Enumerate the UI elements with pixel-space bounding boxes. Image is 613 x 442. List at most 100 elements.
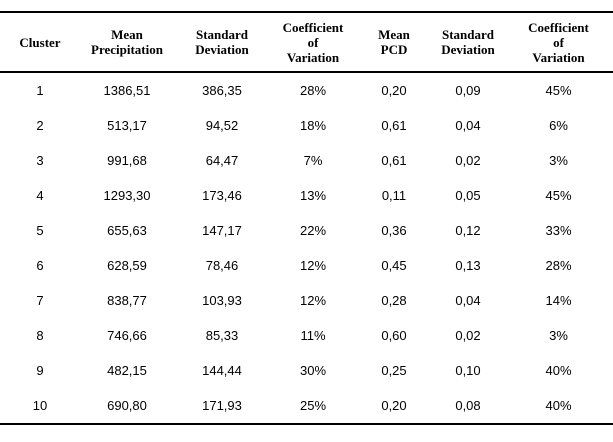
table-row: 5 655,63 147,17 22% 0,36 0,12 33% <box>0 213 613 248</box>
cell-standard-deviation-precip: 103,93 <box>202 293 242 308</box>
cell-standard-deviation-precip: 173,46 <box>202 188 242 203</box>
header-line: Precipitation <box>91 42 163 57</box>
cell-standard-deviation-precip: 147,17 <box>202 223 242 238</box>
cell-mean-precipitation: 1386,51 <box>103 83 151 98</box>
header-line: of <box>307 34 319 50</box>
column-header-coefficient-of-variation-pcd: Coefficient of Variation <box>504 12 613 72</box>
cell-coefficient-of-variation-precip: 11% <box>300 328 326 343</box>
cell-mean-pcd: 0,25 <box>381 363 407 378</box>
cell-mean-precipitation: 482,15 <box>107 363 147 378</box>
column-header-cluster: Cluster <box>0 12 80 72</box>
header-line: Mean <box>378 27 410 42</box>
header-line: Mean <box>111 27 143 42</box>
header-line: PCD <box>380 42 408 57</box>
cell-mean-pcd: 0,11 <box>381 188 407 203</box>
header-line: Coefficient <box>282 19 344 35</box>
cell-standard-deviation-pcd: 0,02 <box>455 153 481 168</box>
header-line: of <box>553 34 564 50</box>
cell-mean-precipitation: 991,68 <box>107 153 147 168</box>
cell-coefficient-of-variation-pcd: 3% <box>549 328 568 343</box>
cell-mean-pcd: 0,61 <box>381 153 407 168</box>
cell-mean-precipitation: 838,77 <box>107 293 147 308</box>
cell-standard-deviation-pcd: 0,04 <box>455 118 481 133</box>
cell-coefficient-of-variation-pcd: 14% <box>545 293 572 308</box>
cell-coefficient-of-variation-pcd: 40% <box>545 363 572 378</box>
header-line: Standard <box>195 27 249 42</box>
table-row: 10 690,80 171,93 25% 0,20 0,08 40% <box>0 388 613 424</box>
cell-coefficient-of-variation-pcd: 6% <box>549 118 568 133</box>
cell-standard-deviation-precip: 64,47 <box>205 153 239 168</box>
cell-standard-deviation-pcd: 0,09 <box>455 83 481 98</box>
column-header-coefficient-of-variation-precip: Coefficient of Variation <box>270 12 356 72</box>
header-line: Cluster <box>19 34 61 50</box>
cell-mean-precipitation: 690,80 <box>107 398 147 413</box>
cell-cluster: 1 <box>36 83 44 98</box>
cell-coefficient-of-variation-pcd: 3% <box>549 153 568 168</box>
column-header-standard-deviation-pcd: Standard Deviation <box>432 12 504 72</box>
header-line: Standard <box>441 27 495 42</box>
header-row: Cluster Mean Precipitation Standard Devi… <box>0 12 613 72</box>
cell-standard-deviation-pcd: 0,10 <box>455 363 481 378</box>
cell-cluster: 8 <box>36 328 44 343</box>
cell-coefficient-of-variation-precip: 12% <box>299 258 327 273</box>
table-row: 1 1386,51 386,35 28% 0,20 0,09 45% <box>0 72 613 108</box>
cell-standard-deviation-precip: 171,93 <box>202 398 242 413</box>
cell-coefficient-of-variation-precip: 12% <box>299 293 327 308</box>
cell-coefficient-of-variation-precip: 18% <box>299 118 327 133</box>
table-body: 1 1386,51 386,35 28% 0,20 0,09 45% 2 513… <box>0 72 613 424</box>
table-row: 4 1293,30 173,46 13% 0,11 0,05 45% <box>0 178 613 213</box>
cell-mean-precipitation: 628,59 <box>107 258 147 273</box>
cell-standard-deviation-pcd: 0,02 <box>455 328 481 343</box>
cell-standard-deviation-pcd: 0,13 <box>455 258 481 273</box>
cell-coefficient-of-variation-precip: 30% <box>299 363 327 378</box>
cell-mean-precipitation: 513,17 <box>107 118 147 133</box>
cell-mean-precipitation: 655,63 <box>107 223 147 238</box>
cell-cluster: 3 <box>36 153 44 168</box>
cell-mean-pcd: 0,20 <box>381 83 407 98</box>
cell-cluster: 2 <box>36 118 44 133</box>
cell-cluster: 9 <box>36 363 44 378</box>
header-line: Coefficient <box>528 19 589 35</box>
header-line: Variation <box>286 49 340 65</box>
table-row: 9 482,15 144,44 30% 0,25 0,10 40% <box>0 353 613 388</box>
cell-mean-pcd: 0,36 <box>381 223 407 238</box>
column-header-mean-pcd: Mean PCD <box>356 12 432 72</box>
cell-standard-deviation-pcd: 0,04 <box>455 293 481 308</box>
cell-standard-deviation-precip: 85,33 <box>205 328 239 343</box>
cluster-statistics-table-container: Cluster Mean Precipitation Standard Devi… <box>0 11 613 425</box>
cell-mean-pcd: 0,60 <box>381 328 407 343</box>
cell-standard-deviation-pcd: 0,05 <box>455 188 481 203</box>
cell-mean-pcd: 0,20 <box>381 398 407 413</box>
cell-coefficient-of-variation-precip: 28% <box>299 83 327 98</box>
column-header-mean-precipitation: Mean Precipitation <box>80 12 174 72</box>
header-line: Deviation <box>441 42 495 57</box>
cell-coefficient-of-variation-precip: 25% <box>299 398 327 413</box>
cell-cluster: 7 <box>36 293 44 308</box>
cell-cluster: 4 <box>36 188 44 203</box>
cell-cluster: 5 <box>36 223 44 238</box>
cell-mean-pcd: 0,45 <box>381 258 407 273</box>
cell-mean-pcd: 0,61 <box>381 118 407 133</box>
cell-standard-deviation-pcd: 0,12 <box>455 223 481 238</box>
cell-coefficient-of-variation-precip: 7% <box>303 153 323 168</box>
cell-standard-deviation-pcd: 0,08 <box>455 398 481 413</box>
cell-coefficient-of-variation-precip: 22% <box>299 223 327 238</box>
table-row: 3 991,68 64,47 7% 0,61 0,02 3% <box>0 143 613 178</box>
cell-cluster: 10 <box>32 398 48 413</box>
cell-mean-precipitation: 1293,30 <box>103 188 151 203</box>
cell-coefficient-of-variation-pcd: 45% <box>545 83 572 98</box>
table-row: 8 746,66 85,33 11% 0,60 0,02 3% <box>0 318 613 353</box>
table-row: 2 513,17 94,52 18% 0,61 0,04 6% <box>0 108 613 143</box>
cell-mean-precipitation: 746,66 <box>107 328 147 343</box>
cell-mean-pcd: 0,28 <box>381 293 407 308</box>
table-row: 6 628,59 78,46 12% 0,45 0,13 28% <box>0 248 613 283</box>
cell-coefficient-of-variation-precip: 13% <box>299 188 327 203</box>
cell-standard-deviation-precip: 386,35 <box>202 83 242 98</box>
cell-standard-deviation-precip: 144,44 <box>202 363 242 378</box>
header-line: Deviation <box>195 42 249 57</box>
cell-coefficient-of-variation-pcd: 45% <box>545 188 572 203</box>
column-header-standard-deviation-precip: Standard Deviation <box>174 12 270 72</box>
cell-standard-deviation-precip: 78,46 <box>205 258 239 273</box>
cluster-statistics-table: Cluster Mean Precipitation Standard Devi… <box>0 11 613 425</box>
cell-coefficient-of-variation-pcd: 28% <box>545 258 572 273</box>
